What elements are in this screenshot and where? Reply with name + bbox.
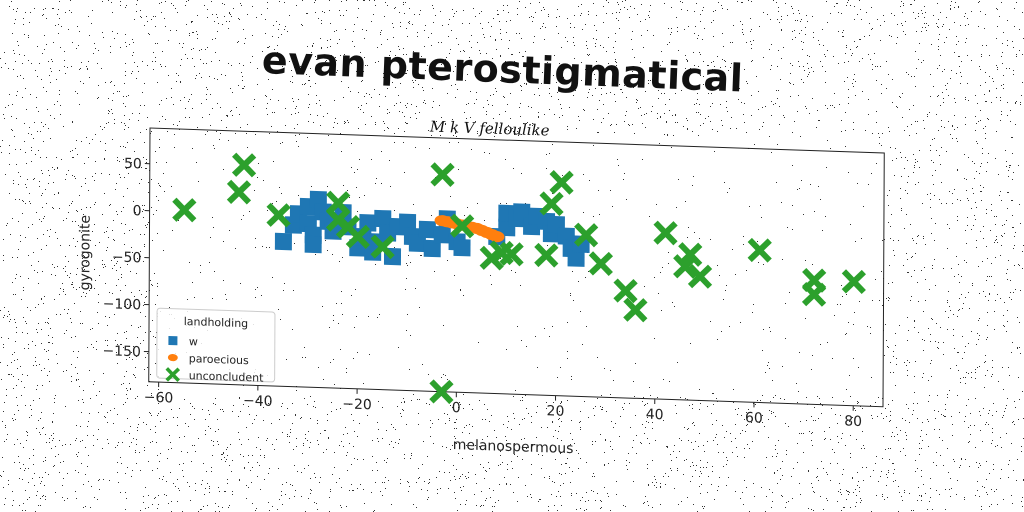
x-tick-label: −60 [144,390,174,407]
point-unconcludent-7 [345,224,371,249]
point-unconcludent-1 [231,152,257,178]
point-unconcludent-11 [449,213,475,239]
point-w-6 [304,235,322,254]
chart-subtitle: M k V felloulike [429,118,550,140]
chart-figure: M k V felloulike −60 −40 −20 0 20 40 60 80 50 0−… [77,118,889,473]
legend-marker-w [168,335,178,346]
point-w-0 [274,232,292,251]
point-w-27 [433,225,451,244]
series-unconcludent [172,152,866,405]
legend-label-w: w [189,335,198,348]
point-unconcludent-20 [613,278,638,304]
point-unconcludent-2 [226,179,252,205]
y-tick-label: 0 [133,203,142,219]
x-tick-label: 40 [646,407,664,424]
point-unconcludent-9 [430,162,455,187]
y-axis-ticks: 50 0 −50 −100 −150 [102,156,150,360]
point-paroecious-11 [489,231,505,243]
legend-marker-unconcludent [165,367,181,382]
x-tick-label: 20 [547,403,565,420]
y-axis-label: gyrogonite [77,215,93,291]
point-unconcludent-3 [266,202,291,228]
series-w [274,190,590,267]
x-tick-label: 60 [745,410,763,427]
y-tick-label: −150 [102,343,140,360]
point-unconcludent-0 [172,197,197,223]
scatter-chart: M k V felloulike −60 −40 −20 0 20 40 60 80 500−… [77,118,885,457]
legend-label-unconcludent: unconcludent [189,369,264,385]
point-unconcludent-19 [588,251,614,277]
point-unconcludent-17 [549,170,574,195]
legend-title: landholding [184,315,248,330]
x-tick-label: 0 [452,400,461,416]
y-tick-label: −100 [103,296,141,313]
point-w-22 [399,213,417,232]
point-w-35 [513,203,531,221]
point-w-43 [567,249,585,267]
x-tick-label: −20 [342,396,372,413]
point-unconcludent-29 [841,269,866,295]
point-w-18 [374,209,392,228]
y-tick-label: 50 [124,156,142,173]
legend-label-paroecious: paroecious [189,352,249,367]
legend-marker-paroecious [167,353,178,362]
point-unconcludent-25 [687,264,713,289]
legend: landholding w paroecious unconcludent [156,307,276,385]
y-tick-label: −50 [112,249,142,266]
point-unconcludent-10 [429,379,454,405]
point-unconcludent-8 [370,234,395,260]
x-axis-label: melanospermous [453,437,574,457]
point-unconcludent-24 [678,242,703,267]
point-unconcludent-18 [573,222,599,248]
point-unconcludent-22 [653,220,678,246]
data-marks [172,152,866,405]
point-w-24 [408,234,426,253]
point-unconcludent-28 [801,282,827,307]
point-w-30 [453,238,471,257]
point-unconcludent-15 [534,242,559,268]
x-tick-label: −40 [243,393,273,410]
point-unconcludent-26 [747,237,772,263]
point-w-26 [423,239,441,258]
point-w-25 [418,220,436,239]
legend-box [156,307,276,383]
x-tick-label: 80 [844,413,862,430]
x-axis-ticks: −60 −40 −20 0 20 40 60 80 [144,382,862,430]
point-unconcludent-16 [539,191,564,217]
point-unconcludent-14 [499,241,524,267]
plot-area-frame [148,127,885,408]
point-unconcludent-21 [623,297,648,323]
